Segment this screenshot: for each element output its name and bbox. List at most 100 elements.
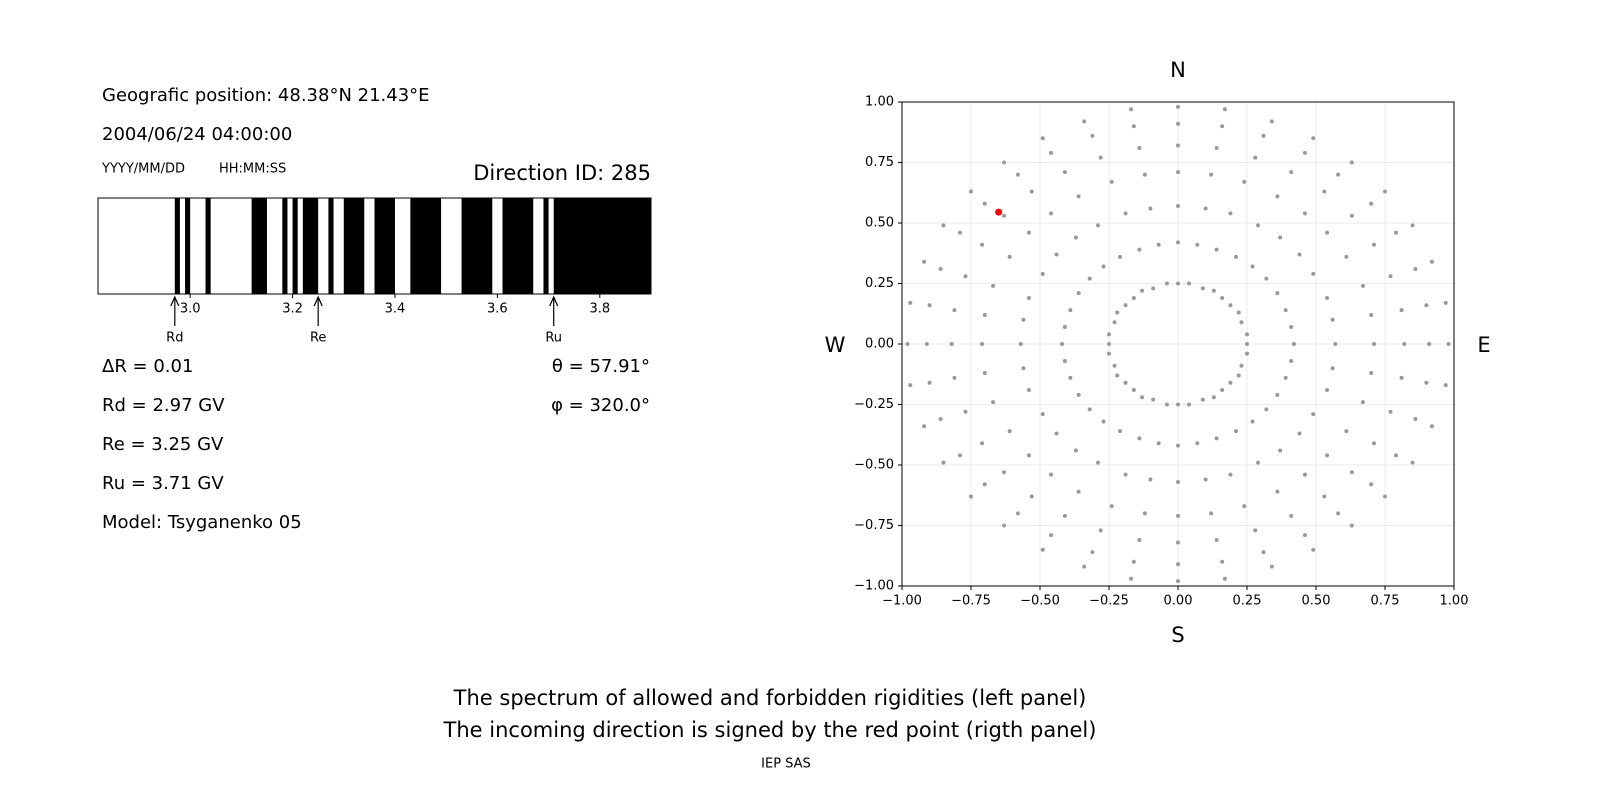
forbidden-band xyxy=(282,198,288,294)
grid-point xyxy=(1222,576,1227,581)
forbidden-band xyxy=(410,198,442,294)
grid-point xyxy=(1109,504,1114,509)
grid-point xyxy=(1410,223,1415,228)
grid-point xyxy=(1203,206,1208,211)
grid-point xyxy=(1062,170,1067,175)
grid-point xyxy=(1214,538,1219,543)
grid-point xyxy=(1095,223,1100,228)
grid-point xyxy=(1176,562,1180,567)
grid-point xyxy=(1112,363,1117,368)
grid-point xyxy=(991,283,996,288)
grid-point xyxy=(1228,211,1233,216)
grid-point xyxy=(1123,211,1128,216)
grid-point xyxy=(1360,283,1365,288)
grid-point xyxy=(1261,133,1266,138)
grid-point xyxy=(1054,252,1059,257)
grid-point xyxy=(1264,276,1269,281)
grid-point xyxy=(1123,380,1128,385)
grid-point xyxy=(1349,470,1354,475)
grid-point xyxy=(1015,511,1020,516)
grid-point xyxy=(1142,172,1147,177)
grid-point xyxy=(982,371,987,376)
grid-point xyxy=(963,274,968,279)
grid-point xyxy=(1311,547,1316,552)
grid-point xyxy=(1118,429,1123,434)
grid-point xyxy=(1325,230,1330,235)
grid-point xyxy=(1203,477,1208,482)
grid-point xyxy=(1256,223,1261,228)
forbidden-band xyxy=(292,198,298,294)
grid-point xyxy=(1137,436,1142,441)
grid-point xyxy=(1112,320,1117,325)
grid-point xyxy=(1424,303,1429,308)
grid-point xyxy=(1369,482,1374,487)
grid-point xyxy=(1264,407,1269,412)
grid-point xyxy=(1068,308,1073,313)
grid-point xyxy=(1275,489,1280,494)
grid-point xyxy=(1049,472,1054,477)
grid-point xyxy=(1297,431,1302,436)
grid-point xyxy=(1101,419,1106,424)
grid-point xyxy=(1040,412,1045,417)
grid-point xyxy=(980,242,985,247)
grid-point xyxy=(1413,266,1418,271)
grid-point xyxy=(1002,470,1007,475)
grid-point xyxy=(1131,296,1136,301)
caption-line: The incoming direction is signed by the … xyxy=(443,718,1097,742)
grid-point xyxy=(1289,170,1294,175)
x-tick-label: 3.0 xyxy=(180,302,201,317)
grid-point xyxy=(1040,547,1045,552)
grid-point xyxy=(1278,235,1283,240)
grid-point xyxy=(1131,387,1136,392)
grid-point xyxy=(1062,513,1067,518)
grid-point xyxy=(922,424,927,429)
grid-point xyxy=(1297,252,1302,257)
grid-point xyxy=(1082,564,1087,569)
grid-point xyxy=(1076,489,1081,494)
grid-point xyxy=(1054,431,1059,436)
x-tick-label: 0.50 xyxy=(1302,594,1331,609)
grid-point xyxy=(1269,564,1274,569)
grid-point xyxy=(1018,342,1023,346)
forbidden-band xyxy=(543,198,549,294)
grid-point xyxy=(1002,160,1007,165)
grid-point xyxy=(1176,104,1180,109)
grid-point xyxy=(1245,351,1249,356)
grid-point xyxy=(1283,308,1288,313)
grid-point xyxy=(1322,189,1327,194)
grid-point xyxy=(1129,107,1134,112)
grid-point xyxy=(1239,320,1244,325)
x-tick-label: 0.25 xyxy=(1233,594,1262,609)
direction-point xyxy=(995,208,1003,216)
rigidity-label: Ru xyxy=(545,331,562,346)
grid-point xyxy=(1302,533,1307,538)
grid-point xyxy=(1021,366,1026,371)
grid-point xyxy=(1275,392,1280,397)
spectrum-border xyxy=(97,197,652,295)
grid-point xyxy=(1233,254,1238,259)
grid-point xyxy=(1176,479,1180,484)
y-tick-label: 0.75 xyxy=(865,155,894,170)
grid-point xyxy=(1176,540,1180,545)
grid-point xyxy=(1073,235,1078,240)
grid-point xyxy=(1360,400,1365,405)
grid-point xyxy=(1187,281,1192,286)
grid-point xyxy=(1228,380,1233,385)
grid-point xyxy=(1090,133,1095,138)
grid-point xyxy=(938,417,943,422)
grid-point xyxy=(1040,136,1045,141)
x-tick-label: 3.6 xyxy=(487,302,508,317)
grid-point xyxy=(1371,242,1376,247)
grid-point xyxy=(1176,143,1180,148)
grid-point xyxy=(1322,494,1327,499)
grid-point xyxy=(982,201,987,206)
grid-point xyxy=(1029,494,1034,499)
grid-point xyxy=(1233,429,1238,434)
grid-point xyxy=(1283,375,1288,380)
grid-point xyxy=(1427,342,1432,346)
grid-point xyxy=(1073,448,1078,453)
grid-point xyxy=(1330,366,1335,371)
grid-point xyxy=(1325,453,1330,458)
y-tick-label: 0.50 xyxy=(865,216,894,231)
info-text: ΔR = 0.01 xyxy=(102,356,193,377)
